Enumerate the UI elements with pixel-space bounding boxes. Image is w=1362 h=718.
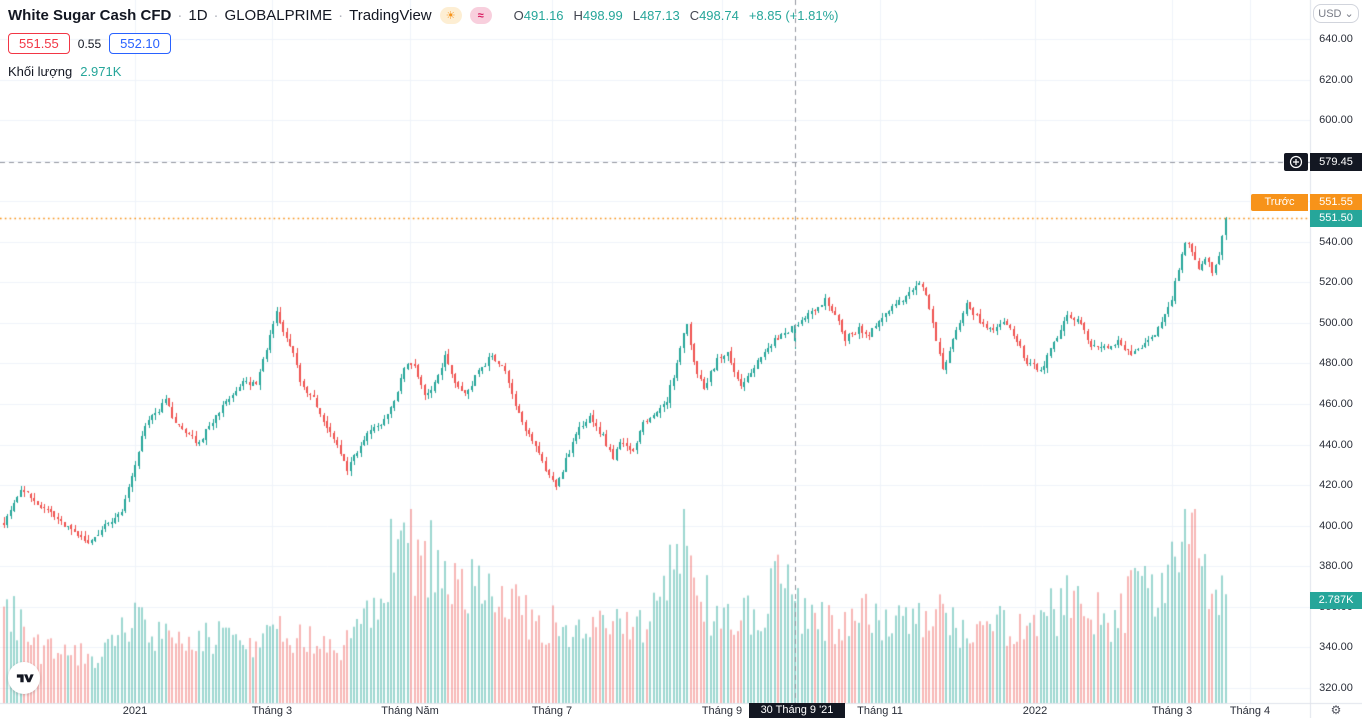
volume-label[interactable]: Khối lượng xyxy=(8,64,73,79)
plus-circle-icon xyxy=(1289,155,1303,169)
close-value: 498.74 xyxy=(699,8,739,23)
open-value: 491.16 xyxy=(523,8,564,23)
price-tick-label: 420.00 xyxy=(1319,479,1353,492)
crosshair-price-label: 579.45 xyxy=(1310,153,1362,171)
price-tick-label: 640.00 xyxy=(1319,33,1353,45)
price-tick-label: 600.00 xyxy=(1319,114,1353,127)
price-tick-label: 520.00 xyxy=(1319,276,1353,289)
volume-indicator-legend: Khối lượng 2.971K xyxy=(8,64,121,79)
bid-ask-row: 551.55 0.55 552.10 xyxy=(8,33,171,54)
currency-label: USD xyxy=(1318,7,1342,20)
settings-gear-icon[interactable]: ⚙ xyxy=(1330,703,1342,717)
exchange-label[interactable]: GLOBALPRIME xyxy=(224,7,333,24)
tradingview-logo-icon xyxy=(16,674,34,683)
price-tick-label: 540.00 xyxy=(1319,235,1353,248)
separator-dot: · xyxy=(338,7,344,24)
price-tick-label: 320.00 xyxy=(1319,681,1353,694)
price-tick-label: 480.00 xyxy=(1319,357,1353,370)
spread-value: 0.55 xyxy=(77,36,102,51)
last-price-label: 551.50 xyxy=(1310,210,1362,227)
price-tick-label: 500.00 xyxy=(1319,316,1353,329)
close-label: C xyxy=(689,8,700,23)
separator-dot: · xyxy=(177,7,183,24)
time-tick-label: Tháng 4 xyxy=(1229,705,1271,717)
high-label: H xyxy=(573,8,583,23)
symbol-title[interactable]: White Sugar Cash CFD xyxy=(8,7,172,24)
separator-dot: · xyxy=(213,7,219,24)
price-tick-label: 400.00 xyxy=(1319,519,1353,532)
sun-emoji-icon[interactable]: ☀ xyxy=(439,7,462,24)
prev-close-tag: Trước xyxy=(1251,194,1308,211)
interval-label[interactable]: 1D xyxy=(188,7,208,24)
crosshair-date-label: 30 Tháng 9 '21 xyxy=(749,703,845,718)
chart-legend: White Sugar Cash CFD · 1D · GLOBALPRIME … xyxy=(8,7,838,24)
price-tick-label: 440.00 xyxy=(1319,438,1353,451)
time-tick-label: Tháng 3 xyxy=(251,705,293,717)
price-tick-label: 380.00 xyxy=(1319,560,1353,573)
ohlc-values: O491.16 H498.99 L487.13 C498.74 +8.85 (+… xyxy=(514,8,839,23)
currency-selector-button[interactable]: USD ⌄ xyxy=(1313,4,1359,23)
volume-value: 2.971K xyxy=(80,64,122,79)
approx-emoji-icon[interactable]: ≈ xyxy=(469,7,492,24)
buy-ask-button[interactable]: 552.10 xyxy=(109,33,171,54)
change-value: +8.85 (+1.81%) xyxy=(748,8,839,23)
add-alert-plus-button[interactable] xyxy=(1284,153,1308,171)
time-tick-label: Tháng 3 xyxy=(1151,705,1193,717)
time-tick-label: 2022 xyxy=(1022,705,1048,717)
time-tick-label: Tháng 9 xyxy=(701,705,743,717)
open-label: O xyxy=(513,8,524,23)
time-tick-label: Tháng 11 xyxy=(857,705,903,717)
time-tick-label: Tháng Năm xyxy=(381,705,439,717)
low-label: L xyxy=(632,8,640,23)
low-value: 487.13 xyxy=(639,8,680,23)
tradingview-logo[interactable] xyxy=(8,662,40,694)
prev-close-price-label: 551.55 xyxy=(1310,194,1362,211)
sell-bid-button[interactable]: 551.55 xyxy=(8,33,70,54)
crosshair-volume-label: 2.787K xyxy=(1310,592,1362,609)
time-tick-label: 2021 xyxy=(122,705,148,717)
chevron-down-icon: ⌄ xyxy=(1344,8,1354,20)
time-tick-label: Tháng 7 xyxy=(531,705,573,717)
high-value: 498.99 xyxy=(582,8,623,23)
provider-label[interactable]: TradingView xyxy=(349,7,432,24)
price-tick-label: 460.00 xyxy=(1319,397,1353,410)
price-tick-label: 620.00 xyxy=(1319,73,1353,86)
price-tick-label: 340.00 xyxy=(1319,641,1353,654)
